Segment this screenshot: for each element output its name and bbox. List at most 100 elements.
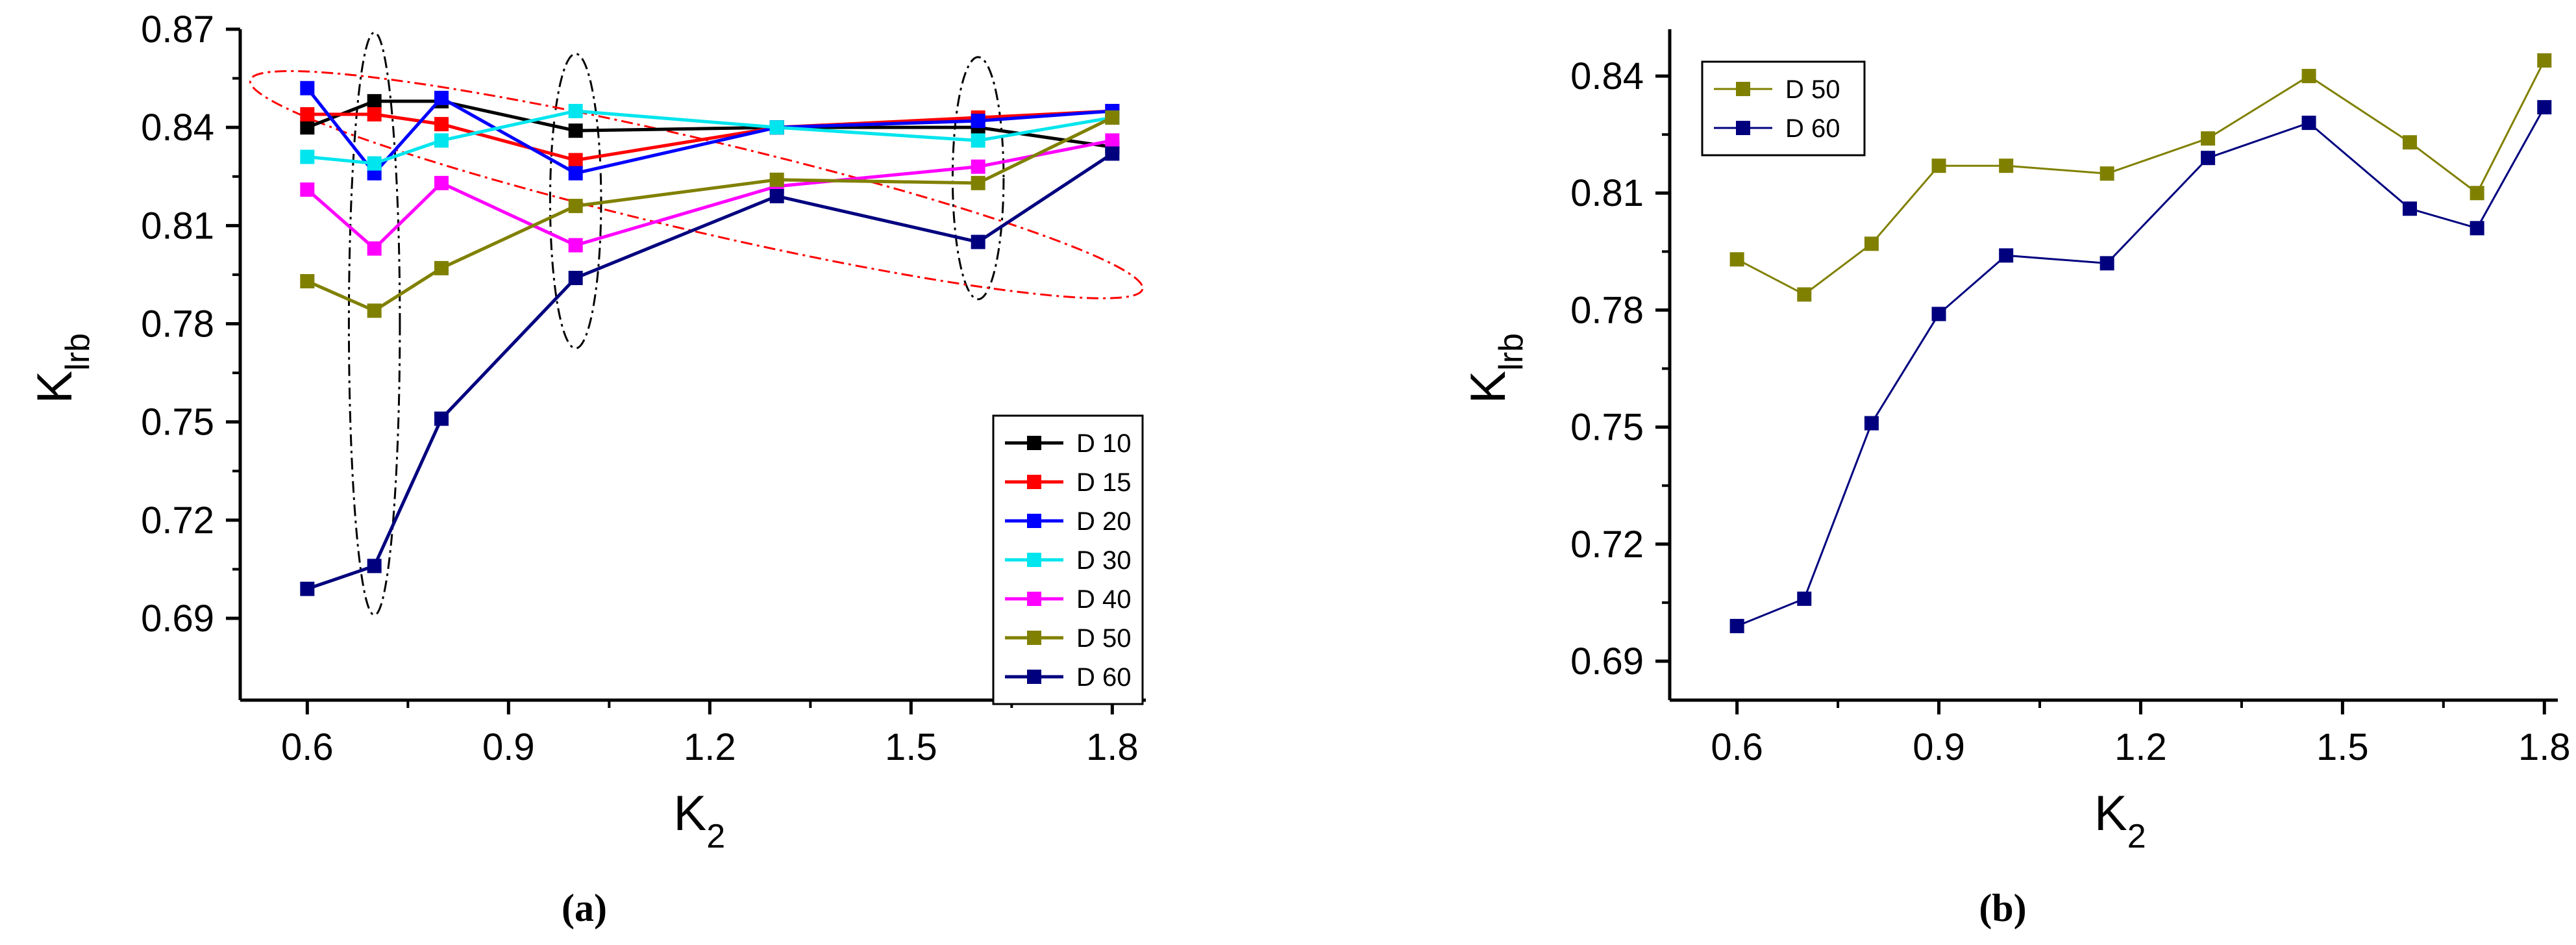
chart-b-y-tick-label: 0.78 bbox=[1570, 289, 1644, 331]
chart-a-legend-swatch-marker bbox=[1027, 670, 1041, 684]
caption-b: (b) bbox=[1979, 887, 2026, 929]
chart-b-data-point bbox=[1931, 307, 1946, 321]
chart-a-data-point bbox=[367, 559, 382, 573]
chart-a-data-point bbox=[971, 175, 985, 190]
chart-a-legend-swatch-marker bbox=[1027, 553, 1041, 567]
chart-b-data-point bbox=[2201, 131, 2216, 146]
chart-a-data-point bbox=[434, 260, 449, 275]
chart-a-annotation-ellipse bbox=[347, 31, 401, 616]
chart-a-data-point bbox=[971, 234, 985, 249]
chart-a-data-point bbox=[971, 159, 985, 174]
chart-a-data-point bbox=[300, 120, 315, 135]
chart-a-series-d-15 bbox=[300, 103, 1120, 168]
chart-b-data-point bbox=[2537, 53, 2552, 68]
chart-a-data-point bbox=[1105, 146, 1120, 161]
chart-a-series-line bbox=[306, 152, 1113, 591]
chart-a-series-d-50 bbox=[300, 110, 1120, 318]
chart-b-data-point bbox=[2403, 135, 2417, 150]
chart-a-data-point bbox=[367, 107, 382, 122]
chart-a-legend-label: D 20 bbox=[1076, 507, 1132, 536]
chart-a-legend-label: D 40 bbox=[1076, 585, 1132, 614]
chart-b-data-point bbox=[2470, 186, 2484, 201]
chart-a-legend-label: D 10 bbox=[1076, 429, 1132, 458]
chart-a-legend-swatch-marker bbox=[1027, 514, 1041, 528]
chart-a-data-point bbox=[769, 172, 784, 187]
chart-b-data-point bbox=[1931, 158, 1946, 173]
chart-a-data-point bbox=[367, 241, 382, 256]
chart-b-legend-label: D 60 bbox=[1785, 114, 1840, 143]
chart-b-data-point bbox=[1729, 618, 1744, 633]
chart-b-legend-box bbox=[1701, 60, 1866, 157]
chart-b-data-point bbox=[2470, 221, 2484, 236]
chart-a-data-point bbox=[434, 90, 449, 105]
chart-b-data-point bbox=[2201, 151, 2216, 166]
chart-a-legend-swatch-marker bbox=[1027, 592, 1041, 606]
chart-a-legend-label: D 15 bbox=[1076, 468, 1132, 497]
chart-b-legend-swatch-marker bbox=[1736, 82, 1750, 96]
chart-b-y-tick-label: 0.72 bbox=[1570, 523, 1644, 566]
chart-a-data-point bbox=[367, 156, 382, 171]
chart-a-data-point bbox=[971, 114, 985, 129]
chart-b-x-tick-label: 1.2 bbox=[2114, 726, 2167, 768]
chart-b-data-point bbox=[1797, 591, 1812, 606]
chart-b-x-axis-label: K2 bbox=[2094, 786, 2146, 855]
caption-a: (a) bbox=[562, 887, 607, 929]
chart-a-data-point bbox=[769, 120, 784, 135]
chart-a-legend-label: D 50 bbox=[1076, 624, 1132, 653]
chart-a-legend: D 10 D 15 D 20 D 30 D 40 D 50 D 60 bbox=[992, 414, 1144, 705]
chart-a-data-point bbox=[300, 81, 315, 95]
chart-b-data-point bbox=[1999, 248, 2014, 263]
chart-a-legend-swatch-marker bbox=[1027, 436, 1041, 450]
chart-a-legend-swatch-marker bbox=[1027, 631, 1041, 645]
chart-b-series-d-60 bbox=[1729, 100, 2552, 633]
chart-a-data-point bbox=[300, 581, 315, 596]
chart-a-x-tick-label: 1.5 bbox=[885, 726, 937, 768]
chart-a-annotation-ellipse bbox=[249, 69, 1144, 299]
chart-a-data-point bbox=[1105, 110, 1120, 125]
chart-a-y-tick-label: 0.84 bbox=[141, 107, 214, 149]
chart-b-legend-label: D 50 bbox=[1785, 75, 1840, 104]
chart-a-series-d-40 bbox=[300, 133, 1120, 256]
chart-b-data-point bbox=[2099, 166, 2114, 181]
chart-b-x-tick-label: 1.5 bbox=[2316, 726, 2369, 768]
chart-b-x-tick-label: 1.8 bbox=[2518, 726, 2571, 768]
chart-b-data-point bbox=[1864, 416, 1879, 431]
chart-a-x-tick-label: 1.8 bbox=[1086, 726, 1139, 768]
chart-a-x-tick-label: 0.6 bbox=[281, 726, 334, 768]
chart-b-x-tick-label: 0.9 bbox=[1913, 726, 1965, 768]
chart-b-series-line bbox=[1737, 107, 2545, 627]
chart-a-data-point bbox=[568, 153, 583, 168]
chart-b-data-point bbox=[2403, 201, 2417, 216]
chart-a-y-tick-label: 0.75 bbox=[141, 401, 214, 444]
chart-b-legend-swatch-marker bbox=[1736, 121, 1750, 135]
chart-b-x-tick-label: 0.6 bbox=[1711, 726, 1763, 768]
chart-b-y-tick-label: 0.84 bbox=[1570, 55, 1644, 97]
chart-a-data-point bbox=[971, 133, 985, 148]
chart-a-data-point bbox=[434, 117, 449, 132]
chart-a-data-point bbox=[568, 238, 583, 253]
chart-a-data-point bbox=[568, 166, 583, 181]
chart-b-y-tick-label: 0.75 bbox=[1570, 407, 1644, 449]
chart-b-data-point bbox=[1797, 287, 1812, 302]
chart-a-y-tick-label: 0.87 bbox=[141, 8, 214, 51]
chart-a-data-point bbox=[568, 103, 583, 118]
chart-b-series-d-50 bbox=[1729, 53, 2552, 302]
chart-b-data-point bbox=[1729, 252, 1744, 267]
chart-a-x-axis-label: K2 bbox=[674, 786, 726, 855]
chart-a-data-point bbox=[769, 188, 784, 203]
chart-b-data-point bbox=[1864, 236, 1879, 251]
chart-a-x-tick-label: 0.9 bbox=[482, 726, 535, 768]
chart-b-data-point bbox=[2301, 116, 2316, 131]
chart-a-x-tick-label: 1.2 bbox=[684, 726, 736, 768]
chart-a-legend-label: D 30 bbox=[1076, 546, 1132, 575]
chart-b-y-axis-label: Klrb bbox=[1461, 333, 1530, 404]
chart-a-y-tick-label: 0.81 bbox=[141, 205, 214, 247]
chart-a-data-point bbox=[300, 149, 315, 164]
chart-a-data-point bbox=[568, 123, 583, 138]
chart-b-data-point bbox=[2537, 100, 2552, 115]
chart-a-data-point bbox=[1105, 133, 1120, 148]
chart-a-data-point bbox=[434, 175, 449, 190]
chart-a-data-point bbox=[300, 274, 315, 289]
chart-a-data-point bbox=[568, 199, 583, 214]
